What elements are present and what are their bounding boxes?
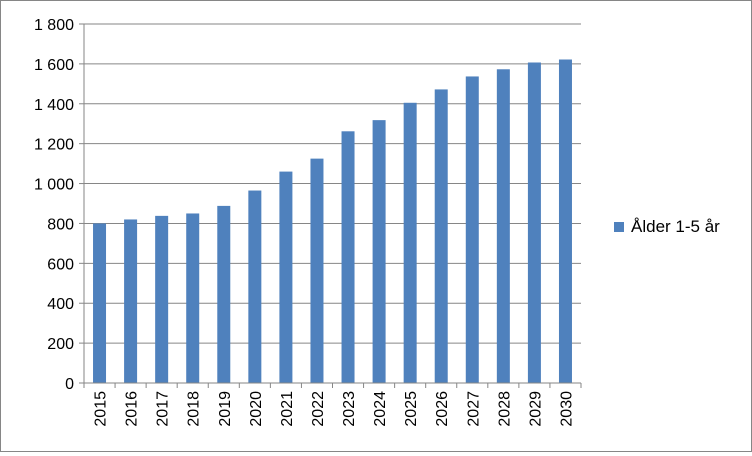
bar	[217, 205, 231, 383]
y-axis-tick-label: 600	[47, 256, 74, 273]
bar	[248, 190, 262, 383]
y-axis-tick-label: 800	[47, 216, 74, 233]
bar	[372, 120, 386, 383]
y-axis-tick-label: 1 200	[34, 137, 74, 154]
x-axis-tick-label: 2028	[496, 391, 513, 427]
y-axis-tick-label: 1 000	[34, 177, 74, 194]
y-axis-tick-labels: 0 200 400 600 800 1 000 1 200 1 400 1 600 1 800	[34, 17, 74, 393]
x-axis-tick-label: 2020	[248, 391, 265, 427]
x-axis-tick-labels: 2015 2016 2017 2018 2019 2020 2021 2022 2023 2024…	[93, 391, 576, 427]
y-axis-tick-label: 0	[65, 376, 74, 393]
bar	[93, 223, 107, 383]
y-axis-tick-label: 1 800	[34, 17, 74, 34]
x-axis-tick-label: 2016	[124, 391, 141, 427]
x-axis-tick-label: 2018	[186, 391, 203, 427]
y-axis-tick-label: 1 400	[34, 97, 74, 114]
legend: Ålder 1-5 år	[614, 217, 720, 237]
y-axis-tick-label: 400	[47, 296, 74, 313]
axes	[79, 23, 582, 388]
x-axis-tick-label: 2015	[93, 391, 110, 427]
y-axis-tick-label: 200	[47, 336, 74, 353]
x-axis-tick-label: 2025	[403, 391, 420, 427]
x-axis-tick-label: 2021	[279, 391, 296, 427]
bar	[186, 213, 200, 383]
x-axis-tick-label: 2017	[155, 391, 172, 427]
bar	[465, 76, 479, 383]
bar	[496, 69, 510, 383]
x-axis-tick-label: 2027	[465, 391, 482, 427]
legend-swatch	[614, 222, 624, 232]
x-axis-tick-label: 2026	[434, 391, 451, 427]
bar	[155, 215, 169, 383]
legend-label: Ålder 1-5 år	[631, 217, 720, 236]
bar	[558, 59, 572, 384]
x-axis-tick-label: 2029	[527, 391, 544, 427]
x-axis-tick-label: 2024	[372, 391, 389, 427]
x-axis-tick-label: 2023	[341, 391, 358, 427]
bar	[403, 102, 417, 384]
bar	[310, 158, 324, 383]
x-axis-tick-label: 2030	[558, 391, 575, 427]
y-axis-tick-label: 1 600	[34, 57, 74, 74]
bar	[341, 131, 355, 383]
x-axis-tick-label: 2019	[217, 391, 234, 427]
bar	[434, 89, 448, 383]
bar-series	[93, 59, 572, 384]
bar	[279, 171, 293, 383]
bar	[124, 219, 138, 383]
bar	[527, 62, 541, 384]
x-axis-tick-label: 2022	[310, 391, 327, 427]
